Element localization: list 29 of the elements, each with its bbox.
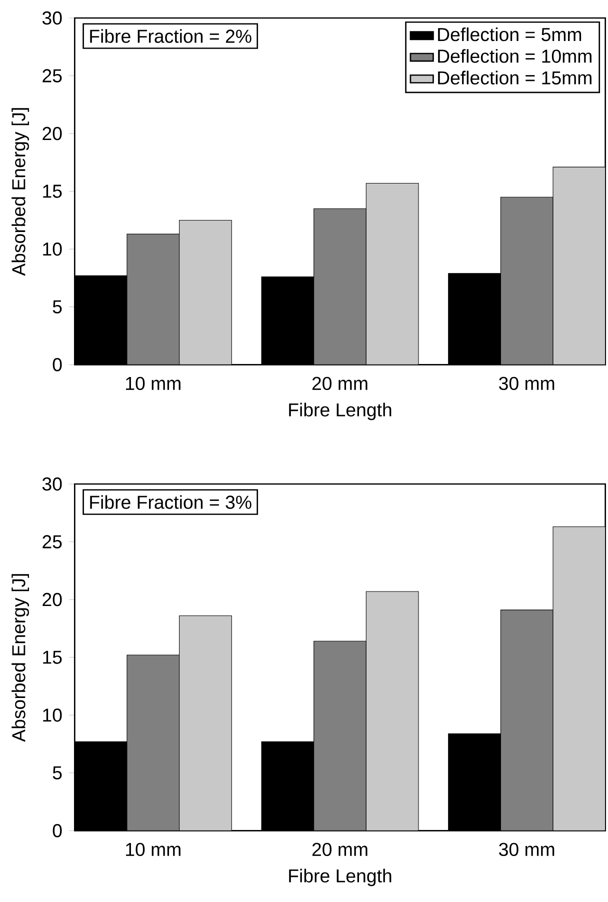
y-tick-label: 20 (42, 592, 62, 606)
y-tick-label: 25 (42, 535, 62, 548)
x-tick-label: 20 mm (312, 842, 368, 856)
x-axis-title: Fibre Length (289, 868, 392, 886)
y-tick-label: 10 (43, 242, 62, 256)
annotation: Fibre Fraction = 2% (90, 29, 252, 43)
y-tick-label: 10 (43, 708, 62, 722)
x-tick-label: 10 mm (126, 376, 180, 390)
y-tick-label: 15 (43, 184, 62, 198)
y-axis-title: Absorbed Energy [J] (12, 108, 30, 276)
y-tick-label: 0 (52, 824, 62, 838)
y-tick-label: 0 (52, 358, 62, 372)
y-axis-title: Absorbed Energy [J] (12, 574, 30, 742)
y-tick-label: 30 (42, 477, 62, 491)
x-tick-label: 20 mm (312, 376, 368, 390)
legend-label: Deflection = 5mm (438, 27, 582, 42)
y-tick-label: 30 (42, 11, 62, 25)
y-tick-label: 20 (42, 126, 62, 140)
y-tick-label: 5 (52, 300, 62, 314)
legend-label: Deflection = 15mm (438, 70, 592, 84)
x-tick-label: 30 mm (499, 376, 554, 390)
y-tick-label: 5 (52, 766, 62, 780)
annotation: Fibre Fraction = 3% (90, 495, 252, 509)
y-tick-label: 15 (43, 650, 62, 664)
x-axis-title: Fibre Length (289, 402, 392, 420)
y-tick-label: 25 (42, 69, 62, 82)
legend-label: Deflection = 10mm (438, 49, 592, 63)
x-tick-label: 30 mm (499, 842, 554, 856)
x-tick-label: 10 mm (126, 842, 180, 856)
